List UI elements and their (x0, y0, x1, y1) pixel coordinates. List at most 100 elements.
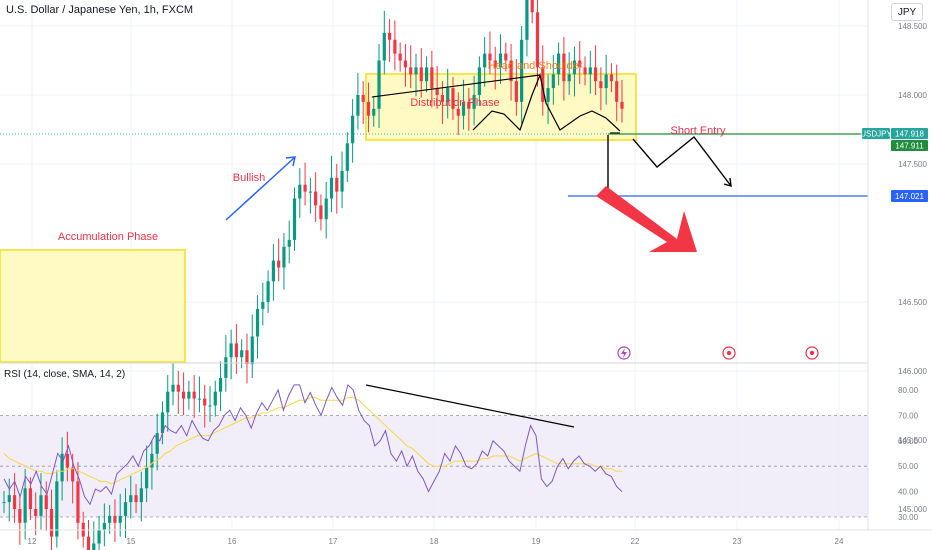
time-tick-label: 12 (28, 537, 37, 546)
candle-body (60, 453, 64, 482)
candle-body (440, 95, 445, 102)
candle-body (303, 184, 307, 192)
candle-body (382, 32, 386, 61)
candle-body (583, 67, 587, 75)
candle-body (419, 67, 423, 82)
candle-body (18, 509, 22, 523)
candle-body (12, 495, 17, 509)
candle-body (541, 67, 545, 102)
candle-body (298, 184, 302, 199)
record-icon[interactable] (722, 346, 736, 360)
candle-body (171, 384, 175, 392)
candle-body (245, 350, 249, 365)
candle-body (255, 308, 260, 337)
candle-body (387, 32, 392, 40)
candle-body (39, 495, 43, 516)
candle-body (472, 95, 476, 109)
rsi-tick-label: 70.00 (898, 411, 919, 420)
candle-body (356, 95, 360, 116)
candle-body (234, 343, 239, 358)
candle-body (108, 515, 112, 523)
candle-body (23, 488, 27, 523)
time-tick-label: 16 (228, 537, 237, 546)
neck-trend-line (371, 74, 541, 98)
head-shoulder-label: Head and Shoulder (488, 60, 583, 72)
rsi-tick-label: 40.00 (898, 488, 919, 497)
candle-body (277, 260, 281, 268)
candle-body (197, 398, 202, 400)
candle-body (44, 495, 48, 509)
candle-body (324, 198, 328, 220)
distribution-label: Distribution Phase (410, 97, 499, 109)
candle-body (461, 101, 466, 116)
candle-body (319, 205, 323, 220)
candle-body (287, 239, 291, 247)
bullish-arrow (225, 157, 295, 221)
candle-body (493, 60, 497, 68)
svg-text:USDJPY: USDJPY (860, 130, 892, 139)
candle-body (340, 170, 344, 192)
candle-body (361, 95, 365, 102)
price-ticks: 149.500149.000148.500148.000147.500146.5… (898, 22, 927, 514)
symbol-title: U.S. Dollar / Japanese Yen, 1h, FXCM (6, 4, 194, 16)
candle-body (86, 536, 91, 550)
candle-body (240, 350, 244, 358)
time-tick-label: 24 (835, 537, 844, 546)
candle-body (129, 495, 133, 503)
candle-body (314, 191, 318, 206)
rsi-tick-label: 50.00 (898, 462, 919, 471)
time-tick-label: 23 (733, 537, 742, 546)
candle-body (483, 53, 487, 68)
candle-body (335, 177, 339, 192)
rsi-tick-label: 30.00 (898, 513, 919, 522)
price-tick-label: 145.000 (898, 505, 927, 514)
candle-body (292, 198, 297, 240)
candle-body (520, 39, 524, 102)
short-entry-label: Short Entry (670, 125, 726, 137)
accumulation-box (0, 249, 186, 363)
candle-body (366, 101, 371, 116)
time-tick-label: 17 (329, 537, 338, 546)
candle-body (345, 143, 349, 171)
candle-body (176, 384, 180, 392)
lightning-icon[interactable] (617, 346, 631, 360)
candle-body (139, 488, 143, 503)
candle-body (351, 115, 355, 144)
candle-body (97, 529, 101, 544)
candle-body (620, 101, 624, 109)
rsi-line (3, 383, 623, 506)
candle-body (329, 177, 334, 199)
candle-body (604, 74, 608, 89)
price-tick-label: 148.000 (898, 91, 927, 100)
candle-body (71, 467, 75, 482)
candle-body (414, 67, 418, 75)
candle-body (150, 453, 154, 468)
candle-body (192, 391, 196, 399)
candle-body (166, 391, 170, 413)
rsi-tick-label: 60.00 (898, 437, 919, 446)
candle-body (76, 481, 80, 523)
candle-body (377, 60, 381, 109)
price-scale[interactable] (868, 0, 932, 530)
candle-body (118, 515, 122, 523)
time-axis[interactable]: 12 15 16 17 18 19 22 23 24 (28, 537, 844, 546)
candle-body (546, 88, 550, 102)
candle-body (224, 357, 228, 378)
target-price-badge: 147.021 (891, 190, 928, 202)
candle-body (488, 53, 492, 61)
record-icon[interactable] (805, 346, 819, 360)
currency-button[interactable]: JPY (891, 3, 923, 21)
bullish-label: Bullish (233, 172, 265, 184)
candle-body (609, 74, 614, 82)
candle-body (456, 108, 460, 116)
candle-body (514, 81, 518, 102)
bid-price-badge: 147.911 (891, 140, 928, 151)
rsi-indicator-title[interactable]: RSI (14, close, SMA, 14, 2) (4, 369, 126, 380)
price-tick-label: 148.500 (898, 22, 927, 31)
last-price-badge: 147.918 (891, 128, 928, 139)
svg-text:147.021: 147.021 (895, 192, 924, 201)
bullish-arrowhead (285, 156, 296, 167)
price-tick-label: 145.500 (898, 436, 927, 445)
candles-layer (2, 0, 624, 550)
